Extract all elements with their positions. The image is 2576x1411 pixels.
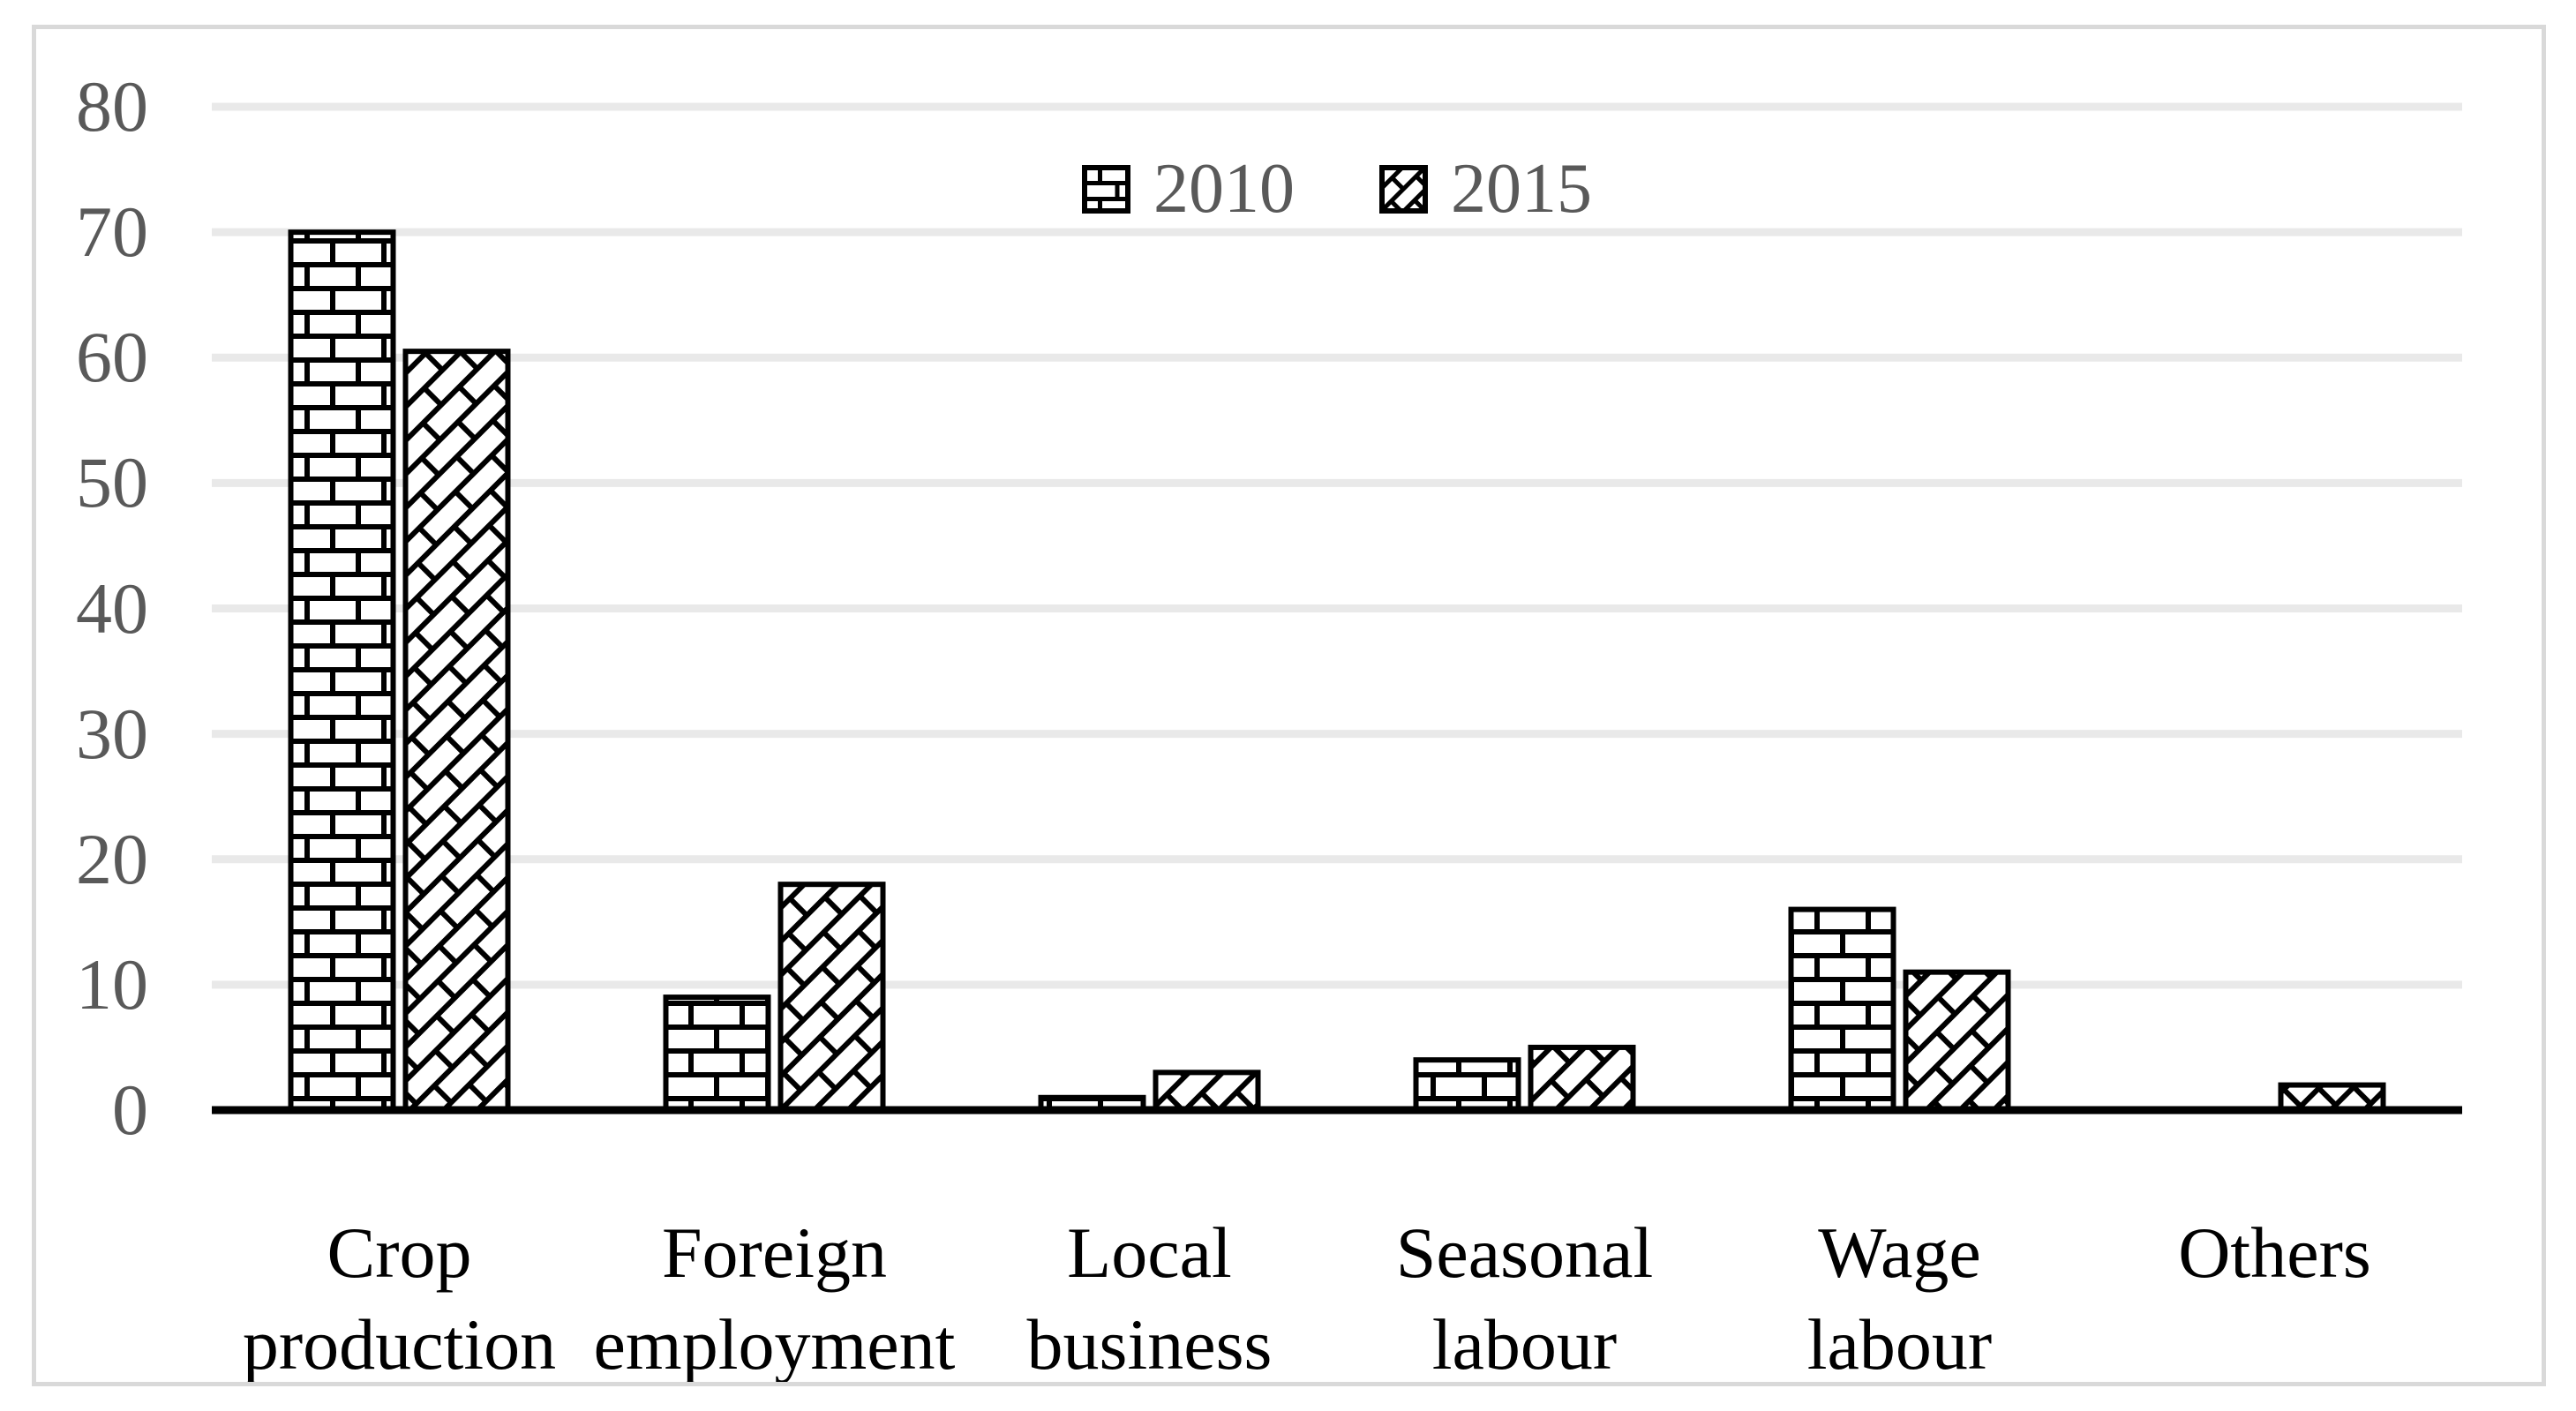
x-category-label-seasonal-labour: Seasonal labour [1313, 1207, 1737, 1391]
x-category-label-line: Local [1067, 1212, 1232, 1293]
y-tick-label-30: 30 [76, 693, 148, 774]
bar-2010-seasonal-labour [1413, 1057, 1521, 1114]
x-category-label-line: business [1026, 1304, 1273, 1385]
legend-swatch-brick-pattern-icon [1082, 164, 1130, 214]
bar-2010-crop-production [288, 229, 396, 1113]
x-category-label-line: Wage [1818, 1212, 1981, 1293]
x-category-label-crop-production: Crop production [188, 1207, 612, 1391]
legend-label-2015: 2015 [1451, 150, 1592, 228]
y-tick-label-60: 60 [76, 317, 148, 398]
x-category-label-line: Others [2178, 1212, 2371, 1293]
y-tick-label-70: 70 [76, 191, 148, 273]
legend-label-2010: 2010 [1153, 150, 1295, 228]
x-category-label-line: Seasonal [1395, 1212, 1654, 1293]
bar-2015-foreign-employment [777, 882, 886, 1113]
bar-2010-foreign-employment [663, 994, 771, 1114]
y-tick-label-0: 0 [112, 1070, 148, 1150]
x-category-label-line: Foreign [661, 1212, 888, 1293]
bar-2015-wage-labour [1903, 969, 2011, 1113]
x-category-label-line: Crop [327, 1212, 472, 1293]
x-category-label-wage-labour: Wage labour [1688, 1207, 2112, 1391]
y-tick-label-80: 80 [76, 66, 148, 146]
legend-item-2010: 2010 [1082, 154, 1295, 224]
x-category-label-local-business: Local business [938, 1207, 1362, 1391]
y-tick-label-40: 40 [76, 567, 148, 649]
bar-2015-local-business [1153, 1070, 1261, 1114]
x-category-label-others: Others [2063, 1207, 2487, 1299]
bar-2015-crop-production [402, 349, 511, 1113]
x-category-label-foreign-employment: Foreign employment [563, 1207, 987, 1391]
bar-2015-seasonal-labour [1528, 1044, 1636, 1113]
bars-group [288, 229, 2386, 1114]
x-category-label-line: employment [593, 1304, 956, 1385]
bar-2010-wage-labour [1788, 906, 1896, 1113]
legend: 2010 2015 [212, 148, 2462, 229]
legend-swatch-diagonal-brick-pattern-icon [1379, 164, 1428, 214]
x-category-label-line: labour [1431, 1304, 1618, 1385]
y-tick-label-20: 20 [76, 818, 148, 899]
gridlines-group [212, 102, 2462, 989]
x-category-label-line: labour [1806, 1304, 1993, 1385]
y-tick-label-50: 50 [76, 442, 148, 523]
y-tick-label-10: 10 [76, 943, 148, 1024]
legend-item-2015: 2015 [1379, 154, 1592, 224]
x-category-label-line: production [242, 1304, 557, 1385]
